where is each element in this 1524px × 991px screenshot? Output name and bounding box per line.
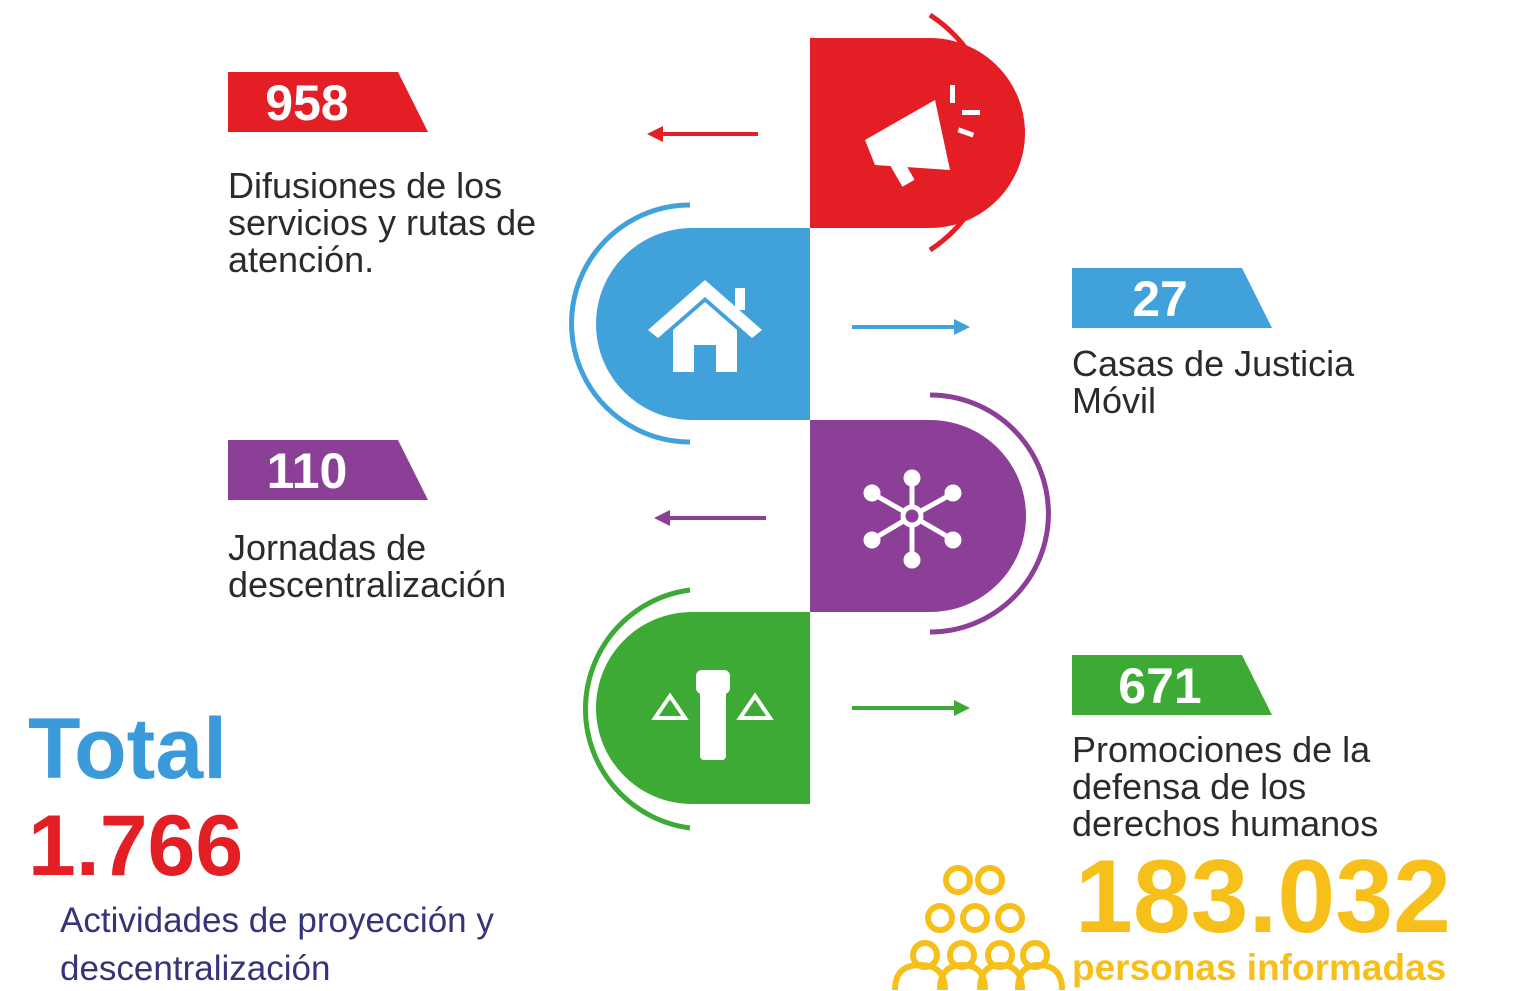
- arc: [929, 392, 1051, 635]
- item-text: derechos humanos: [1072, 803, 1378, 844]
- item-text: servicios y rutas de: [228, 202, 536, 243]
- icon-network: [863, 469, 962, 569]
- item-text: Difusiones de los: [228, 165, 502, 206]
- item-text: Móvil: [1072, 380, 1156, 421]
- icon-house: [648, 280, 762, 372]
- item-text: Casas de Justicia: [1072, 343, 1355, 384]
- item-text: descentralización: [228, 564, 506, 605]
- banner: [228, 72, 428, 132]
- item-number: 27: [1132, 271, 1188, 327]
- banner: [1072, 655, 1272, 715]
- total-text: Actividades de proyección y: [60, 901, 494, 940]
- item-text: Jornadas de: [228, 527, 426, 568]
- banner: [1072, 268, 1272, 328]
- people-label: personas informadas: [1072, 947, 1446, 988]
- item-number: 110: [267, 443, 348, 499]
- people-number: 183.032: [1075, 839, 1451, 955]
- item-text: Promociones de la: [1072, 729, 1371, 770]
- arc: [582, 587, 691, 831]
- icon-justice: [651, 670, 774, 760]
- item-text: atención.: [228, 239, 374, 280]
- total-number: 1.766: [28, 798, 243, 894]
- arc: [569, 202, 691, 445]
- item-text: defensa de los: [1072, 766, 1306, 807]
- total-text: descentralización: [60, 949, 330, 988]
- icon-megaphone: [865, 85, 980, 187]
- item-number: 671: [1118, 658, 1201, 714]
- banner: [228, 440, 428, 500]
- item-number: 958: [265, 75, 348, 131]
- icon-people: [892, 865, 1065, 991]
- total-title: Total: [28, 701, 227, 797]
